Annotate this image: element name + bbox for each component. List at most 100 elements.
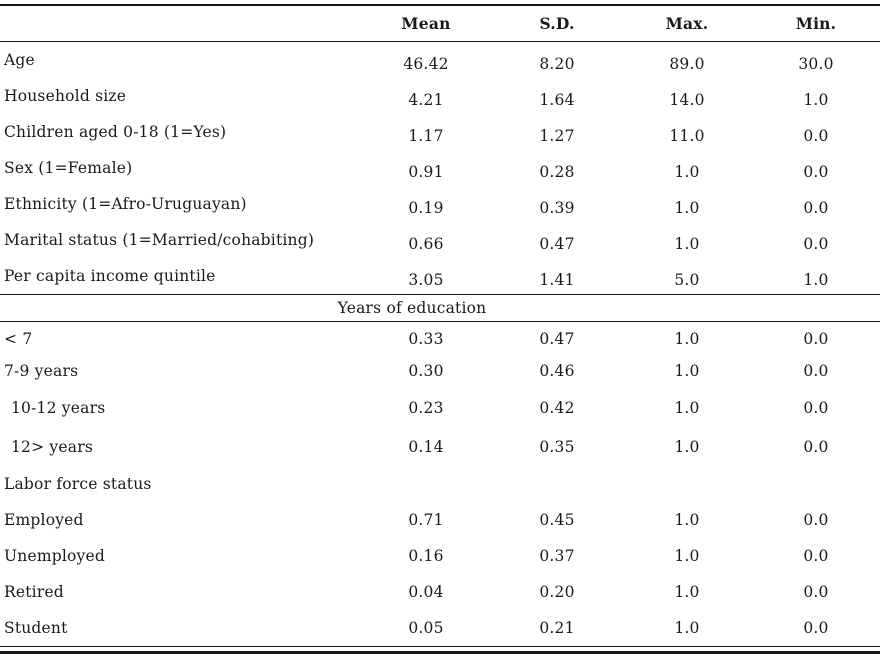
value-cell: 0.0	[752, 538, 880, 574]
value-cell: 0.71	[360, 502, 492, 538]
value-cell: 0.47	[492, 222, 622, 258]
cell-value: 1.0	[674, 235, 700, 253]
table-row: 10-12 years 0.23 0.42 1.0 0.0	[0, 387, 880, 428]
table-row: Per capita income quintile 3.05 1.41 5.0 1.0	[0, 258, 880, 295]
value-cell: 1.41	[492, 258, 622, 295]
cell-value: 0.66	[408, 235, 444, 253]
cell-value: 30.0	[798, 55, 834, 73]
cell-value: 1.0	[674, 547, 700, 565]
cell-value: 0.39	[539, 199, 575, 217]
header-max: Max.	[622, 5, 752, 42]
value-cell: 0.46	[492, 355, 622, 387]
cell-value: 89.0	[669, 55, 705, 73]
value-cell: 0.0	[752, 114, 880, 150]
value-cell: 4.21	[360, 78, 492, 114]
value-cell: 0.33	[360, 322, 492, 356]
cell-value: 8.20	[539, 55, 575, 73]
value-cell: 0.37	[492, 538, 622, 574]
row-label: Household size	[4, 87, 127, 105]
row-label: Marital status (1=Married/cohabiting)	[4, 231, 315, 249]
cell-value: 1.0	[674, 329, 700, 348]
header-row: Mean S.D. Max. Min.	[0, 5, 880, 42]
value-cell: 1.0	[622, 387, 752, 428]
cell-value: 0.14	[408, 438, 444, 456]
cell-value: 0.35	[539, 438, 575, 456]
table-bottom-rule	[0, 646, 880, 654]
value-cell: 0.0	[752, 502, 880, 538]
value-cell: 30.0	[752, 42, 880, 79]
cell-value: 1.0	[674, 163, 700, 181]
table-row: < 7 0.33 0.47 1.0 0.0	[0, 322, 880, 356]
value-cell: 1.0	[622, 150, 752, 186]
cell-value: 1.27	[539, 127, 575, 145]
value-cell: 0.0	[752, 428, 880, 466]
cell-value: 1.0	[674, 398, 700, 417]
value-cell: 1.0	[622, 610, 752, 646]
value-cell: 11.0	[622, 114, 752, 150]
cell-value: 1.0	[674, 619, 700, 637]
value-cell: 1.27	[492, 114, 622, 150]
cell-value: 0.23	[408, 398, 444, 417]
value-cell: 0.45	[492, 502, 622, 538]
cell-value: 0.37	[539, 547, 575, 565]
value-cell: 1.0	[622, 322, 752, 356]
cell-value: 0.04	[408, 583, 444, 601]
cell-value: 0.45	[539, 511, 575, 529]
value-cell: 1.0	[752, 78, 880, 114]
section-row: Labor force status	[0, 466, 880, 502]
value-cell: 0.91	[360, 150, 492, 186]
table-row: Retired 0.04 0.20 1.0 0.0	[0, 574, 880, 610]
cell-value: 0.0	[803, 438, 829, 456]
value-cell: 1.0	[622, 355, 752, 387]
value-cell: 1.0	[622, 186, 752, 222]
row-label: 12> years	[11, 438, 93, 456]
value-cell: 0.19	[360, 186, 492, 222]
row-label: Children aged 0-18 (1=Yes)	[4, 123, 227, 141]
cell-value: 0.0	[803, 398, 829, 417]
value-cell: 0.0	[752, 355, 880, 387]
summary-statistics-table: Mean S.D. Max. Min. Age 46.42 8.20 89.0 30.0…	[0, 4, 880, 646]
table-row: Employed 0.71 0.45 1.0 0.0	[0, 502, 880, 538]
cell-value: 0.20	[539, 583, 575, 601]
cell-value: 0.33	[408, 329, 444, 348]
value-cell: 0.30	[360, 355, 492, 387]
value-cell: 46.42	[360, 42, 492, 79]
row-label: 10-12 years	[11, 398, 106, 417]
value-cell: 0.0	[752, 574, 880, 610]
cell-value: 0.0	[803, 235, 829, 253]
cell-value: 0.21	[539, 619, 575, 637]
table-row: 7-9 years 0.30 0.46 1.0 0.0	[0, 355, 880, 387]
cell-value: 0.0	[803, 329, 829, 348]
cell-value: 0.05	[408, 619, 444, 637]
cell-value: 1.0	[803, 271, 829, 289]
header-mean: Mean	[360, 5, 492, 42]
cell-value: 14.0	[669, 91, 705, 109]
cell-value: 0.28	[539, 163, 575, 181]
cell-value: 3.05	[408, 271, 444, 289]
table-row: Marital status (1=Married/cohabiting) 0.6…	[0, 222, 880, 258]
table-row: Unemployed 0.16 0.37 1.0 0.0	[0, 538, 880, 574]
cell-value: 11.0	[669, 127, 705, 145]
cell-value: 0.42	[539, 398, 575, 417]
cell-value: 0.16	[408, 547, 444, 565]
cell-value: 0.91	[408, 163, 444, 181]
header-min: Min.	[752, 5, 880, 42]
value-cell: 0.0	[752, 222, 880, 258]
cell-value: 1.17	[408, 127, 444, 145]
cell-value: 0.0	[803, 127, 829, 145]
value-cell: 0.20	[492, 574, 622, 610]
cell-value: 4.21	[408, 91, 444, 109]
section-label: Labor force status	[4, 475, 152, 493]
section-row: Years of education	[0, 294, 880, 322]
table-body: Age 46.42 8.20 89.0 30.0 Household size 4.21 1.…	[0, 42, 880, 647]
value-cell: 0.42	[492, 387, 622, 428]
value-cell: 1.0	[752, 258, 880, 295]
value-cell: 1.0	[622, 574, 752, 610]
cell-value: 0.19	[408, 199, 444, 217]
row-label: Per capita income quintile	[4, 267, 216, 285]
cell-value: 1.0	[674, 511, 700, 529]
cell-value: 0.0	[803, 362, 829, 380]
value-cell: 1.64	[492, 78, 622, 114]
cell-value: 0.47	[539, 235, 575, 253]
value-cell: 1.0	[622, 428, 752, 466]
